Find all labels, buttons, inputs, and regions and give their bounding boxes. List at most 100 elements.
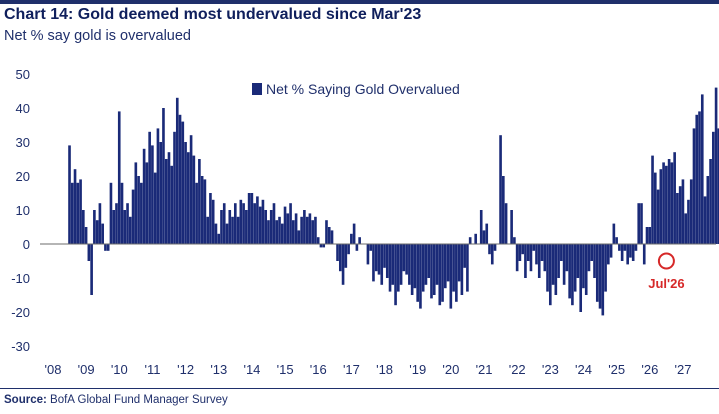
bar: [513, 237, 516, 244]
bar: [413, 244, 417, 289]
bar: [576, 244, 580, 278]
bar: [272, 203, 276, 244]
bar: [297, 230, 301, 244]
chart-title: Chart 14: Gold deemed most undervalued s…: [4, 6, 422, 23]
bar: [261, 199, 265, 244]
annotation-circle: [657, 252, 675, 270]
x-tick-label: '12: [177, 362, 194, 377]
bar: [206, 216, 209, 244]
bar: [416, 244, 419, 302]
bar: [336, 244, 339, 261]
bar: [645, 227, 649, 244]
bar: [300, 216, 303, 244]
bar: [665, 165, 668, 244]
bar: [432, 244, 436, 295]
bar: [410, 244, 414, 295]
bar: [540, 244, 544, 261]
bar: [571, 244, 574, 306]
bar: [640, 203, 643, 244]
bar: [134, 162, 138, 244]
y-tick-label: 50: [16, 67, 30, 82]
bar: [220, 210, 223, 244]
bar: [670, 162, 674, 244]
bar: [245, 210, 248, 244]
bar: [117, 111, 121, 245]
bar: [479, 210, 483, 244]
bar: [350, 233, 353, 244]
x-tick-label: '20: [442, 362, 459, 377]
bar: [504, 203, 508, 244]
y-tick-label: -10: [11, 271, 30, 286]
bar: [488, 244, 491, 255]
x-tick-label: '24: [575, 362, 592, 377]
bar: [380, 244, 384, 285]
x-tick-label: '25: [608, 362, 625, 377]
y-tick-label: 30: [16, 135, 30, 150]
legend-swatch: [252, 83, 262, 95]
bar: [120, 182, 124, 244]
x-tick-label: '10: [111, 362, 128, 377]
y-tick-label: -30: [11, 339, 30, 354]
bar: [687, 199, 690, 244]
bar: [184, 142, 187, 244]
bar: [402, 244, 406, 272]
bar: [242, 203, 245, 244]
bar: [681, 179, 685, 244]
bar: [322, 244, 326, 248]
bar: [148, 131, 151, 244]
bar: [73, 169, 77, 244]
bar: [529, 244, 533, 272]
x-tick-label: '08: [45, 362, 62, 377]
bar: [151, 145, 154, 244]
bar: [612, 223, 616, 244]
bar: [314, 216, 317, 244]
bar: [457, 244, 461, 282]
bar: [95, 220, 99, 244]
y-tick-label: -20: [11, 305, 30, 320]
bar: [247, 193, 251, 244]
bar: [703, 196, 707, 244]
bar: [278, 216, 281, 244]
bar: [573, 244, 577, 292]
bar: [698, 111, 701, 245]
bar: [352, 223, 356, 244]
bar: [695, 114, 699, 244]
bar: [706, 176, 710, 244]
bar: [90, 244, 93, 295]
bar: [338, 244, 342, 272]
bar: [546, 244, 549, 292]
y-tick-label: 10: [16, 203, 30, 218]
x-tick-label: '15: [277, 362, 294, 377]
bar: [430, 244, 433, 299]
bar: [253, 203, 256, 244]
bar: [595, 244, 599, 302]
bar: [123, 210, 127, 244]
bar: [87, 244, 91, 261]
bar: [717, 128, 719, 244]
bar: [568, 244, 571, 299]
x-tick-label: '13: [210, 362, 227, 377]
bar: [98, 203, 102, 244]
bar: [593, 244, 596, 278]
bar: [438, 244, 442, 306]
bar: [269, 210, 273, 244]
bar: [637, 203, 641, 244]
bar: [399, 244, 403, 285]
bar: [419, 244, 422, 309]
bar: [70, 182, 74, 244]
bar: [112, 210, 116, 244]
bar: [256, 196, 259, 244]
bar: [427, 244, 431, 278]
x-tick-label: '26: [641, 362, 658, 377]
bar: [319, 244, 323, 248]
bar: [347, 244, 350, 255]
bar: [518, 244, 522, 261]
source-note: Source: BofA Global Fund Manager Survey: [4, 394, 228, 406]
bar: [128, 216, 132, 244]
bar: [228, 210, 232, 244]
bar: [341, 244, 345, 285]
bar: [460, 244, 464, 295]
bar: [490, 244, 494, 265]
bar: [482, 230, 486, 244]
